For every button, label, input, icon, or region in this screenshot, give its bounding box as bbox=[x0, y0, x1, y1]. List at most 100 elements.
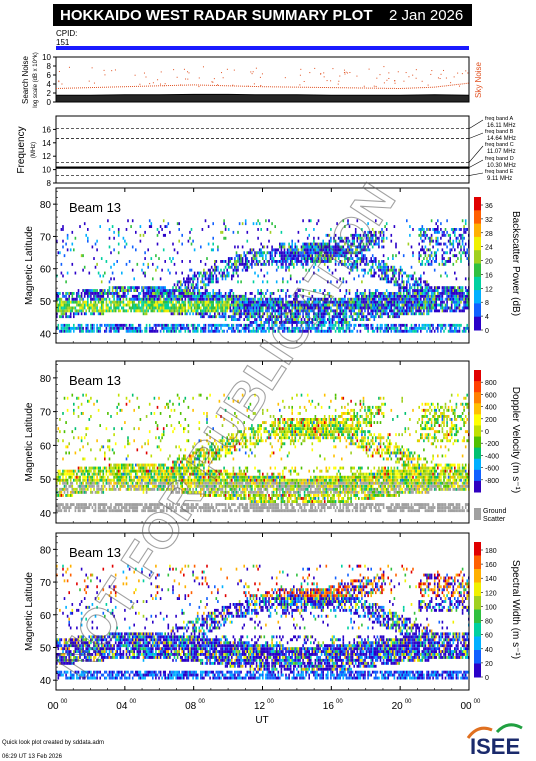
echo-cell bbox=[60, 312, 63, 316]
echo-cell bbox=[378, 242, 380, 246]
echo-cell bbox=[69, 475, 72, 479]
echo-cell bbox=[325, 309, 328, 313]
echo-cell bbox=[74, 297, 77, 301]
echo-cell bbox=[356, 236, 359, 240]
echo-cell bbox=[424, 236, 427, 240]
echo-cell bbox=[344, 300, 346, 304]
echo-cell bbox=[423, 297, 425, 301]
echo-cell bbox=[141, 481, 143, 485]
echo-cell bbox=[220, 326, 222, 330]
echo-cell bbox=[125, 329, 128, 333]
echo-cell bbox=[111, 509, 114, 513]
echo-cell bbox=[427, 306, 430, 310]
echo-cell bbox=[333, 245, 335, 249]
echo-cell bbox=[122, 469, 125, 473]
echo-cell bbox=[389, 294, 391, 298]
echo-cell bbox=[90, 297, 92, 301]
echo-cell bbox=[353, 303, 355, 307]
echo-cell bbox=[133, 439, 135, 443]
echo-cell bbox=[178, 303, 180, 307]
echo-cell bbox=[63, 300, 66, 304]
echo-cell bbox=[382, 268, 385, 272]
echo-cell bbox=[119, 309, 122, 313]
echo-cell bbox=[409, 286, 411, 290]
echo-cell bbox=[192, 277, 194, 281]
echo-cell bbox=[62, 245, 64, 249]
echo-cell bbox=[127, 466, 129, 470]
echo-cell bbox=[167, 300, 170, 304]
echo-cell bbox=[74, 487, 77, 491]
echo-cell bbox=[379, 323, 382, 327]
echo-cell bbox=[319, 289, 321, 292]
echo-cell bbox=[94, 300, 97, 304]
echo-cell bbox=[204, 294, 207, 298]
echo-cell bbox=[308, 312, 310, 316]
echo-cell bbox=[175, 306, 177, 310]
echo-cell bbox=[271, 309, 273, 313]
echo-cell bbox=[268, 315, 270, 319]
echo-cell bbox=[248, 318, 250, 321]
echo-cell bbox=[389, 326, 391, 330]
echo-cell bbox=[375, 260, 377, 263]
echo-cell bbox=[306, 323, 309, 327]
echo-cell bbox=[148, 509, 151, 513]
echo-cell bbox=[350, 257, 352, 260]
echo-cell bbox=[446, 230, 448, 234]
echo-cell bbox=[316, 248, 318, 252]
echo-cell bbox=[413, 294, 416, 298]
echo-cell bbox=[166, 424, 168, 427]
echo-cell bbox=[100, 257, 103, 260]
echo-cell bbox=[207, 329, 210, 333]
echo-cell bbox=[187, 306, 190, 310]
echo-cell bbox=[63, 506, 66, 509]
echo-cell bbox=[113, 484, 115, 488]
echo-cell bbox=[158, 445, 160, 449]
echo-cell bbox=[65, 475, 67, 479]
echo-cell bbox=[82, 412, 84, 415]
echo-cell bbox=[231, 329, 233, 333]
echo-cell bbox=[150, 481, 153, 485]
echo-cell bbox=[223, 315, 225, 319]
echo-cell bbox=[382, 260, 385, 263]
echo-cell bbox=[121, 408, 123, 412]
echo-cell bbox=[365, 262, 368, 266]
echo-cell bbox=[427, 260, 430, 263]
echo-cell bbox=[66, 472, 69, 476]
echo-cell bbox=[79, 300, 81, 304]
echo-cell bbox=[224, 277, 227, 281]
echo-cell bbox=[286, 265, 289, 269]
echo-cell bbox=[93, 326, 95, 330]
echo-cell bbox=[294, 254, 297, 258]
echo-cell bbox=[402, 254, 405, 258]
echo-cell bbox=[437, 228, 439, 231]
echo-cell bbox=[288, 306, 290, 310]
echo-cell bbox=[387, 265, 389, 269]
echo-cell bbox=[139, 326, 142, 330]
echo-cell bbox=[207, 277, 210, 281]
echo-cell bbox=[224, 292, 227, 295]
echo-cell bbox=[90, 478, 92, 482]
echo-cell bbox=[107, 439, 109, 443]
echo-cell bbox=[344, 294, 346, 298]
echo-cell bbox=[251, 329, 253, 333]
echo-cell bbox=[378, 309, 380, 313]
echo-cell bbox=[207, 326, 210, 330]
echo-cell bbox=[348, 300, 351, 304]
echo-cell bbox=[141, 469, 143, 473]
echo-cell bbox=[148, 219, 151, 223]
echo-cell bbox=[450, 300, 453, 304]
echo-cell bbox=[215, 297, 218, 301]
echo-cell bbox=[373, 239, 376, 243]
echo-cell bbox=[464, 242, 467, 246]
echo-cell bbox=[167, 484, 170, 488]
echo-cell bbox=[457, 292, 459, 295]
echo-cell bbox=[334, 248, 337, 252]
echo-cell bbox=[175, 309, 177, 313]
echo-cell bbox=[100, 478, 103, 482]
echo-cell bbox=[124, 309, 126, 313]
echo-cell bbox=[244, 303, 247, 307]
echo-cell bbox=[274, 306, 276, 310]
echo-cell bbox=[395, 254, 397, 258]
echo-cell bbox=[100, 312, 103, 316]
echo-cell bbox=[274, 315, 276, 319]
